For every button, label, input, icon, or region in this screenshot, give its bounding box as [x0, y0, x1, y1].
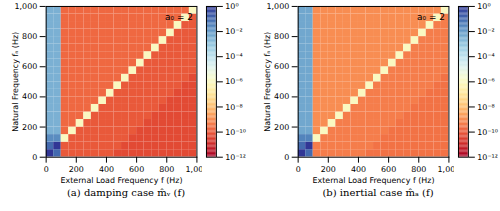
svg-text:10⁻⁸: 10⁻⁸ [478, 102, 495, 111]
svg-text:0: 0 [284, 153, 289, 162]
svg-text:10⁻¹⁰: 10⁻¹⁰ [478, 128, 499, 137]
svg-text:1,000: 1,000 [186, 165, 203, 174]
svg-text:800: 800 [22, 32, 37, 41]
svg-text:10⁻¹²: 10⁻¹² [478, 153, 499, 162]
svg-text:10⁻⁶: 10⁻⁶ [478, 77, 495, 86]
html-text:(b) inertial case m̂ₐ (f): (b) inertial case m̂ₐ (f) [322, 187, 434, 199]
svg-text:600: 600 [381, 165, 396, 174]
html-text:(a) damping case m̂ᵥ (f): (a) damping case m̂ᵥ (f) [67, 187, 185, 199]
svg-text:a₀ = 2: a₀ = 2 [165, 12, 193, 22]
svg-text:10⁰: 10⁰ [478, 2, 491, 11]
svg-text:600: 600 [129, 165, 144, 174]
svg-text:10⁻²: 10⁻² [478, 27, 495, 36]
svg-text:External Load Frequency f (Hz): External Load Frequency f (Hz) [61, 176, 183, 185]
svg-text:200: 200 [22, 123, 37, 132]
svg-text:10⁻⁴: 10⁻⁴ [226, 52, 243, 61]
svg-text:10⁻²: 10⁻² [226, 27, 243, 36]
svg-text:400: 400 [22, 92, 37, 101]
svg-text:200: 200 [321, 165, 336, 174]
svg-text:200: 200 [274, 123, 289, 132]
svg-text:10⁻⁸: 10⁻⁸ [226, 102, 243, 111]
svg-text:Natural Frequency fₙ (Hz): Natural Frequency fₙ (Hz) [11, 32, 20, 132]
svg-text:0: 0 [32, 153, 37, 162]
svg-text:800: 800 [411, 165, 426, 174]
svg-text:1,000: 1,000 [438, 165, 455, 174]
svg-text:10⁰: 10⁰ [226, 2, 239, 11]
svg-text:800: 800 [159, 165, 174, 174]
svg-text:10⁻¹²: 10⁻¹² [226, 153, 247, 162]
svg-text:External Load Frequency f (Hz): External Load Frequency f (Hz) [313, 176, 435, 185]
svg-text:200: 200 [69, 165, 84, 174]
svg-text:400: 400 [274, 92, 289, 101]
svg-text:10⁻¹⁰: 10⁻¹⁰ [226, 128, 247, 137]
svg-text:1,000: 1,000 [267, 2, 290, 11]
svg-text:10⁻⁴: 10⁻⁴ [478, 52, 495, 61]
svg-text:0: 0 [44, 165, 49, 174]
svg-text:600: 600 [274, 62, 289, 71]
svg-text:Natural Frequency fₙ (Hz): Natural Frequency fₙ (Hz) [263, 32, 272, 132]
svg-text:10⁻⁶: 10⁻⁶ [226, 77, 243, 86]
svg-text:400: 400 [99, 165, 114, 174]
svg-text:1,000: 1,000 [15, 2, 38, 11]
svg-text:0: 0 [296, 165, 301, 174]
svg-text:600: 600 [22, 62, 37, 71]
svg-text:400: 400 [351, 165, 366, 174]
svg-text:a₀ = 2: a₀ = 2 [417, 12, 445, 22]
svg-text:800: 800 [274, 32, 289, 41]
